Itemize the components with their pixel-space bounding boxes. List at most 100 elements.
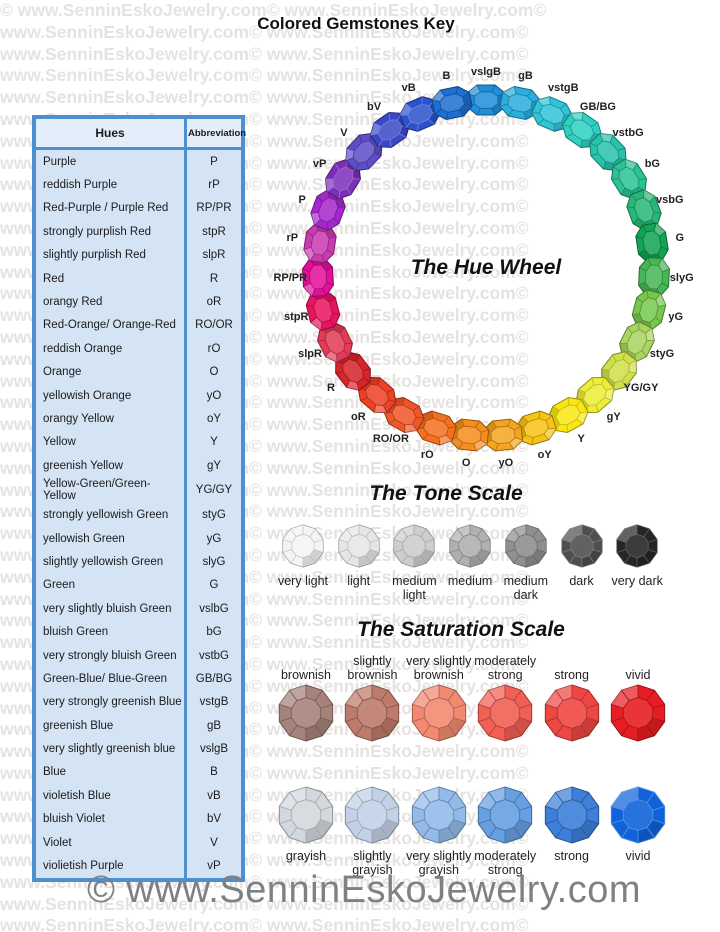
hue-abbreviation-cell: oR [184, 290, 243, 314]
hue-gem-label: vslgB [471, 66, 501, 78]
hue-gem-label: yO [498, 456, 514, 469]
hue-name-cell: Red [43, 272, 65, 285]
hue-gem-label: stpR [284, 311, 309, 324]
hue-gem-gb [497, 84, 543, 123]
hue-gem-slyg [637, 256, 671, 298]
hue-name-cell: Yellow [43, 436, 76, 449]
saturation-gem [543, 786, 601, 849]
tone-scale-title: The Tone Scale [369, 482, 523, 505]
hue-gem-label: GB/BG [579, 101, 616, 114]
table-row: greenish Yellow gY [34, 454, 243, 478]
hue-name-cell: Violet [43, 836, 72, 849]
table-row: Orange O [34, 360, 243, 384]
table-row: very strongly bluish Green vstbG [34, 643, 243, 668]
table-row: reddish Orange rO [34, 337, 243, 361]
tone-label: medium dark [503, 574, 549, 602]
table-row: yellowish Green yG [34, 526, 243, 551]
hue-gem-label: P [298, 193, 306, 206]
hue-gem-label: B [442, 70, 451, 82]
tone-label: medium light [392, 574, 437, 602]
hue-name-cell: Orange [43, 366, 82, 379]
hue-gem-label: G [675, 232, 685, 245]
saturation-scale-title: The Saturation Scale [357, 618, 565, 641]
saturation-gem [476, 786, 534, 849]
hue-gem-label: vstgB [548, 81, 579, 94]
hue-abbreviation-cell: yO [184, 383, 243, 408]
hue-abbreviation-cell: gB [184, 713, 243, 738]
hue-name-cell: yellowish Green [43, 532, 125, 545]
tone-label: very dark [611, 574, 663, 588]
hue-gem-label: Y [577, 433, 585, 446]
saturation-gem [343, 786, 401, 849]
hue-name-cell: very strongly greenish Blue [43, 696, 182, 709]
tone-label: dark [569, 574, 594, 588]
hue-name-cell: Purple [43, 155, 77, 168]
hue-name-cell: greenish Yellow [43, 459, 123, 472]
hues-table-head: Hues Abbreviation [34, 117, 246, 150]
hue-gem-label: rP [286, 232, 299, 245]
saturation-label: grayish [285, 849, 327, 863]
hue-name-cell: violietish Purple [43, 860, 124, 873]
tone-label: light [347, 574, 371, 588]
hue-gem-label: vP [312, 158, 327, 171]
hue-gem-label: RO/OR [372, 433, 409, 446]
hue-gem-label: RP/PR [273, 271, 308, 284]
saturation-gem [609, 786, 667, 849]
saturation-gem [277, 684, 335, 747]
hue-name-cell: reddish Purple [43, 179, 118, 192]
hue-gem-r [328, 345, 378, 396]
hue-name-cell: strongly yellowish Green [43, 509, 169, 522]
hue-gem-label: R [327, 381, 335, 394]
table-row: violietish Purple vP [34, 854, 243, 880]
hue-abbreviation-cell: RP/PR [184, 196, 243, 221]
hue-gem-y [542, 391, 592, 438]
saturation-label: very slightly brownish [406, 654, 472, 682]
tone-gem [448, 524, 492, 573]
saturation-label: moderately strong [474, 849, 537, 877]
hue-abbreviation-cell: RO/OR [184, 313, 243, 338]
saturation-label: slightly brownish [347, 654, 398, 682]
hue-name-cell: orangy Yellow [43, 412, 114, 425]
saturation-gem [277, 786, 335, 849]
hue-gem-or [351, 370, 402, 420]
table-row: Blue B [34, 760, 243, 785]
hue-abbreviation-cell: vstgB [184, 690, 243, 714]
table-row: Violet V [34, 830, 243, 855]
hue-name-cell: reddish Orange [43, 342, 123, 355]
hue-name-cell: greenish Blue [43, 719, 114, 732]
hue-gem-label: bG [644, 158, 660, 171]
tone-gem [337, 524, 381, 573]
hue-name-cell: yellowish Orange [43, 389, 132, 402]
table-row: bluish Violet bV [34, 807, 243, 831]
page-title: Colored Gemstones Key [257, 14, 455, 33]
hue-abbreviation-cell: slpR [184, 243, 243, 267]
table-row: slightly purplish Red slpR [34, 243, 243, 267]
hue-abbreviation-cell: rP [184, 173, 243, 197]
saturation-gem [343, 684, 401, 747]
hue-abbreviation-cell: vslgB [184, 737, 243, 761]
hue-name-cell: very strongly bluish Green [43, 649, 177, 662]
hue-abbreviation-cell: vP [184, 854, 243, 880]
hue-abbreviation-cell: G [184, 573, 243, 598]
hue-gem-vstbg [582, 127, 633, 178]
hue-gem-yg [628, 287, 669, 334]
hue-gem-o [447, 417, 490, 453]
hue-abbreviation-cell: oY [184, 407, 243, 431]
tone-gem [392, 524, 436, 573]
saturation-label: very slightly grayish [406, 849, 472, 877]
table-row: Yellow Y [34, 430, 243, 455]
table-row: Red R [34, 266, 243, 291]
hue-gem-label: slpR [298, 348, 322, 361]
hue-abbreviation-cell: YG/GY [184, 477, 243, 504]
hue-name-cell: bluish Green [43, 626, 109, 639]
hue-abbreviation-cell: P [184, 148, 243, 174]
table-row: Green-Blue/ Blue-Green GB/BG [34, 667, 243, 691]
hue-name-cell: orangy Red [43, 296, 103, 309]
saturation-gem [476, 684, 534, 747]
hue-gem-bv [364, 106, 415, 155]
hue-name-cell: Red-Orange/ Orange-Red [43, 319, 176, 332]
